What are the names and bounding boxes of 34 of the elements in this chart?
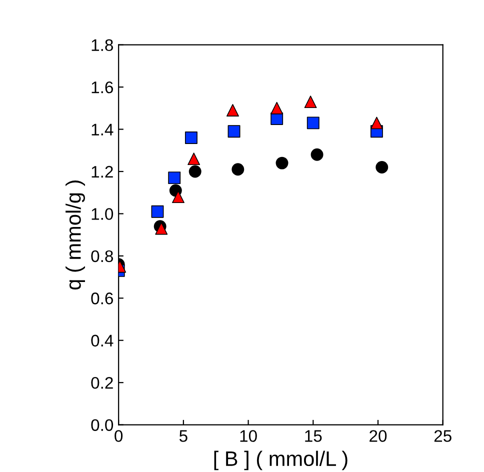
point	[151, 205, 164, 218]
y-tick-label: 1.6	[92, 81, 113, 94]
point	[276, 156, 288, 170]
point	[188, 165, 202, 178]
point	[270, 102, 284, 114]
point	[168, 172, 181, 184]
point	[184, 131, 198, 144]
point	[232, 163, 244, 176]
point	[310, 148, 324, 161]
y-tick-label: 1.8	[92, 39, 113, 52]
y-tick-label: 1.2	[92, 166, 113, 178]
point	[306, 116, 320, 130]
x-tick-label: 25	[434, 430, 452, 442]
y-tick-label: 0.4	[91, 334, 114, 347]
point	[376, 161, 388, 174]
point	[370, 116, 383, 130]
x-axis-title: [ B ] ( mmol/L )	[214, 450, 348, 470]
point	[188, 152, 200, 166]
point	[304, 96, 317, 108]
x-tick-label: 20	[370, 430, 387, 442]
x-tick-label: 0	[114, 430, 123, 442]
x-tick-label: 5	[179, 430, 188, 442]
point	[172, 190, 184, 204]
y-tick-label: 0.2	[91, 376, 113, 389]
y-tick-label: 0.0	[91, 419, 114, 432]
x-tick-label: 15	[305, 430, 322, 442]
y-tick-label: 1.4	[92, 124, 114, 136]
y-tick-label: 0.8	[91, 250, 113, 262]
x-tick-label: 10	[240, 430, 257, 442]
y-tick-label: 1.0	[92, 208, 114, 220]
y-axis-title: q ( mmol/g )	[66, 180, 85, 290]
y-tick-label: 0.6	[91, 292, 113, 304]
point	[228, 125, 240, 138]
point	[226, 104, 239, 117]
